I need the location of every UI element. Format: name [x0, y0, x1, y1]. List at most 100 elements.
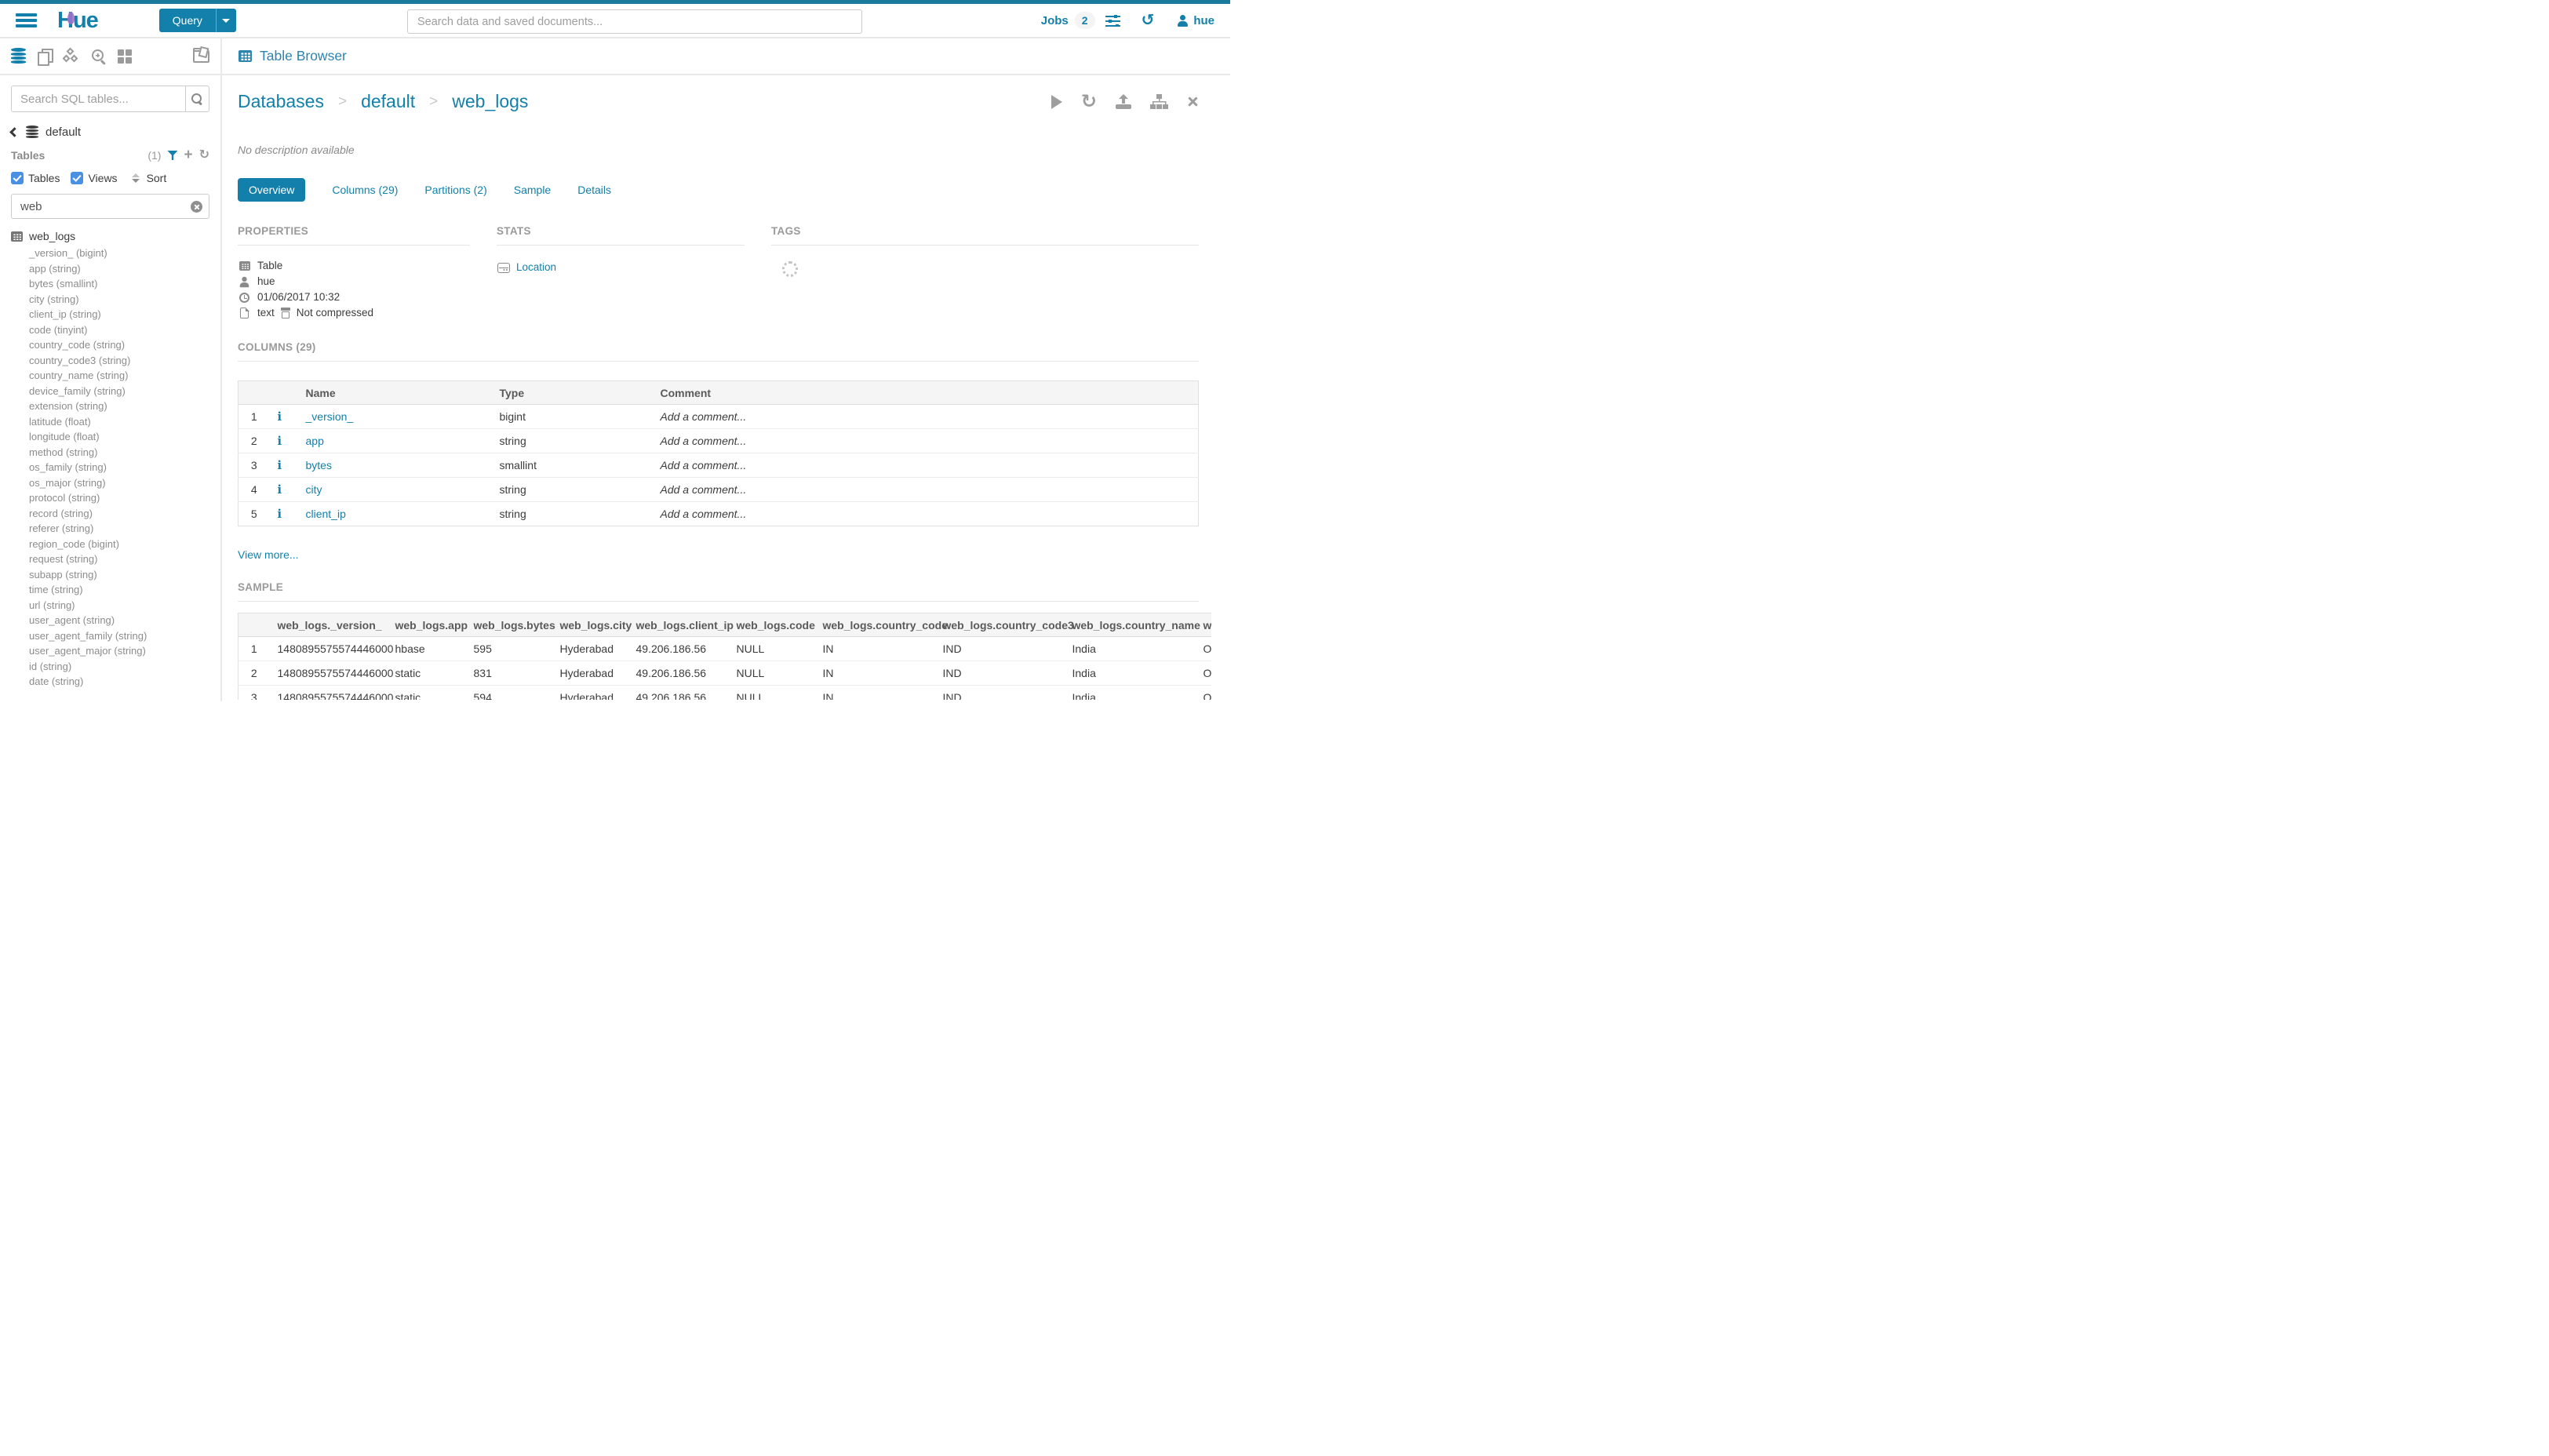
breadcrumb-web-logs[interactable]: web_logs: [452, 91, 529, 111]
info-icon[interactable]: i: [277, 410, 282, 424]
refresh-tables-icon[interactable]: ↻: [198, 148, 209, 162]
column-comment-field[interactable]: Add a comment...: [652, 477, 1199, 502]
tables-checkbox[interactable]: [11, 172, 24, 184]
clear-filter-icon[interactable]: [191, 201, 202, 213]
tree-column-item[interactable]: record (string): [29, 507, 93, 519]
apps-grid-icon[interactable]: [118, 49, 132, 64]
tab-partitions[interactable]: Partitions (2): [424, 184, 487, 196]
tree-column-item[interactable]: country_code3 (string): [29, 354, 131, 366]
folder-documents-icon[interactable]: [193, 47, 209, 63]
tree-column-item[interactable]: user_agent_family (string): [29, 629, 147, 642]
column-comment-field[interactable]: Add a comment...: [652, 428, 1199, 453]
column-name-link[interactable]: _version_: [305, 410, 354, 423]
column-name-link[interactable]: city: [305, 483, 322, 496]
tree-column-item[interactable]: method (string): [29, 446, 98, 458]
breadcrumb-default[interactable]: default: [361, 91, 416, 111]
tree-column-item[interactable]: extension (string): [29, 400, 107, 412]
tree-column-item[interactable]: date (string): [29, 675, 84, 687]
info-icon[interactable]: i: [277, 482, 282, 497]
search-zoom-icon[interactable]: [92, 49, 106, 64]
close-icon[interactable]: [1187, 96, 1199, 107]
tree-column-item[interactable]: _version_ (bigint): [29, 247, 107, 259]
app-header: Table Browser: [222, 38, 1230, 75]
global-search-input[interactable]: [407, 9, 862, 34]
tree-column-item[interactable]: os_major (string): [29, 476, 106, 489]
tree-table-web-logs[interactable]: web_logs: [11, 230, 209, 242]
tree-column-item[interactable]: city (string): [29, 293, 79, 305]
views-checkbox[interactable]: [71, 172, 84, 184]
tree-column-item[interactable]: id (string): [29, 660, 72, 672]
hamburger-menu-icon[interactable]: [16, 13, 37, 27]
database-breadcrumb[interactable]: default: [9, 126, 209, 139]
column-name-link[interactable]: bytes: [305, 459, 332, 471]
filter-funnel-icon[interactable]: [167, 151, 178, 160]
jobs-count-badge[interactable]: 2: [1074, 12, 1095, 29]
upload-import-icon[interactable]: [1116, 94, 1131, 109]
tree-column-item[interactable]: longitude (float): [29, 431, 100, 442]
column-row-number: 5: [238, 501, 270, 526]
assist-icon-bar: [0, 38, 220, 75]
tree-column-item[interactable]: referer (string): [29, 522, 94, 534]
column-name-link[interactable]: client_ip: [305, 508, 346, 520]
tree-column-item[interactable]: country_name (string): [29, 369, 129, 381]
query-dropdown-toggle[interactable]: [215, 9, 236, 32]
hue-logo[interactable]: Hue: [57, 9, 99, 32]
tree-column-item[interactable]: client_ip (string): [29, 308, 101, 320]
sql-table-search-button[interactable]: [185, 86, 209, 111]
info-icon[interactable]: i: [277, 507, 282, 521]
tree-column-item[interactable]: code (tinyint): [29, 323, 88, 336]
column-comment-field[interactable]: Add a comment...: [652, 404, 1199, 429]
views-checkbox-label[interactable]: Views: [88, 172, 118, 184]
column-comment-field[interactable]: Add a comment...: [652, 501, 1199, 526]
info-icon[interactable]: i: [277, 458, 282, 472]
tree-column-item[interactable]: app (string): [29, 262, 81, 275]
column-name-link[interactable]: app: [305, 435, 324, 447]
add-table-icon[interactable]: +: [184, 147, 193, 163]
sql-table-search-input[interactable]: [12, 86, 185, 111]
tree-column-item[interactable]: protocol (string): [29, 492, 100, 504]
documents-icon[interactable]: [38, 49, 53, 66]
tab-sample[interactable]: Sample: [513, 184, 552, 196]
query-button[interactable]: Query: [158, 9, 236, 32]
refresh-icon[interactable]: ↻: [1080, 90, 1097, 112]
tree-column-item[interactable]: request (string): [29, 553, 98, 565]
tab-overview[interactable]: Overview: [238, 178, 306, 202]
tree-column-item[interactable]: os_family (string): [29, 461, 107, 473]
tree-column-item[interactable]: device_family (string): [29, 384, 126, 397]
sql-assist-icon[interactable]: [11, 48, 26, 64]
hdfs-cubes-icon[interactable]: [62, 47, 80, 64]
sql-table-search: [11, 86, 209, 112]
tab-columns[interactable]: Columns (29): [332, 184, 399, 196]
database-name[interactable]: default: [46, 126, 82, 139]
tree-column-item[interactable]: bytes (smallint): [29, 278, 98, 289]
chevron-left-icon[interactable]: [9, 127, 20, 137]
sort-arrows-icon[interactable]: [132, 173, 140, 183]
tree-column-item[interactable]: latitude (float): [29, 415, 91, 428]
tree-column-item[interactable]: country_code (string): [29, 339, 126, 351]
sort-label[interactable]: Sort: [146, 172, 167, 184]
tables-checkbox-label[interactable]: Tables: [28, 172, 60, 184]
jobs-link[interactable]: Jobs: [1040, 13, 1069, 27]
sample-row-number: 1: [238, 636, 270, 661]
breadcrumb-databases[interactable]: Databases: [238, 91, 324, 111]
info-icon[interactable]: i: [277, 434, 282, 448]
tree-column-item[interactable]: time (string): [29, 584, 83, 595]
table-name-filter-input[interactable]: [11, 194, 209, 219]
user-menu[interactable]: hue: [1177, 14, 1214, 27]
column-comment-field[interactable]: Add a comment...: [652, 453, 1199, 478]
sliders-icon[interactable]: [1105, 14, 1120, 27]
tree-column-item[interactable]: user_agent (string): [29, 614, 115, 626]
query-play-icon[interactable]: [1051, 94, 1062, 109]
location-link[interactable]: Location: [516, 261, 557, 273]
history-icon[interactable]: ↺: [1141, 12, 1155, 29]
tree-column-item[interactable]: user_agent_major (string): [29, 645, 146, 657]
tree-column-item[interactable]: url (string): [29, 599, 75, 611]
query-button-label[interactable]: Query: [158, 9, 216, 32]
tree-table-name[interactable]: web_logs: [29, 230, 76, 242]
tree-column-item[interactable]: region_code (bigint): [29, 537, 119, 550]
tables-title: Tables: [11, 149, 46, 162]
lineage-sitemap-icon[interactable]: [1150, 94, 1168, 109]
view-more-link[interactable]: View more...: [238, 548, 299, 561]
tree-column-item[interactable]: subapp (string): [29, 568, 97, 581]
tab-details[interactable]: Details: [577, 184, 612, 196]
